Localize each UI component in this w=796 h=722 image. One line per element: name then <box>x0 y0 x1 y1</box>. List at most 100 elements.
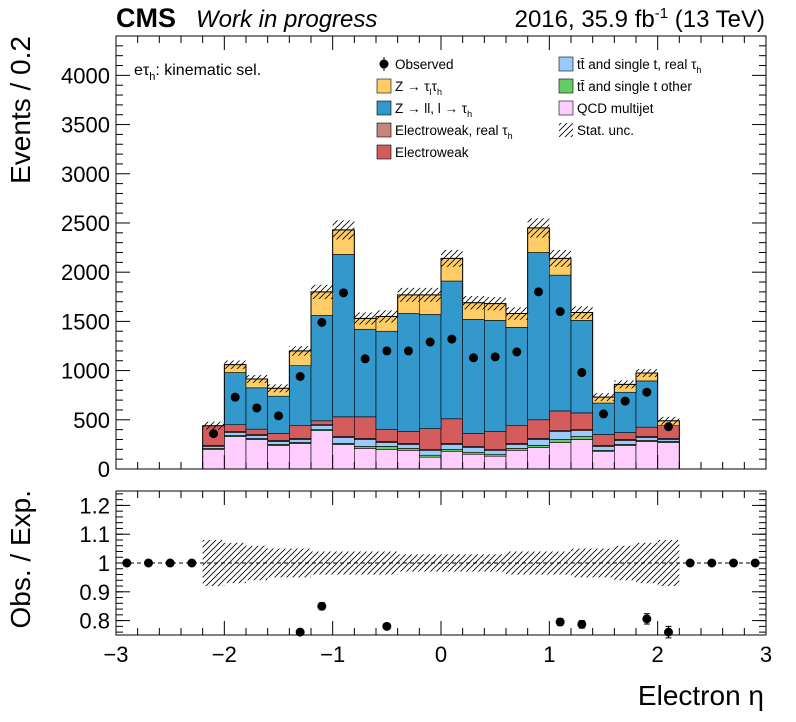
ratio-unc-hatch <box>441 554 463 572</box>
bar-qcd <box>440 450 463 470</box>
legend-swatch-zll <box>376 100 392 116</box>
unc-hatch <box>202 421 225 430</box>
ratio-unc-hatch <box>376 551 398 575</box>
observed-point <box>317 317 327 327</box>
bar-tt_real <box>375 442 398 447</box>
unc-hatch <box>376 310 398 323</box>
bar-zll <box>397 313 420 432</box>
observed-point <box>404 346 413 356</box>
y-tick-label: 3500 <box>61 113 110 138</box>
bar-ewk <box>462 433 485 447</box>
ratio-unc-hatch <box>657 539 680 587</box>
unc-hatch <box>484 297 506 311</box>
observed-point <box>360 354 370 364</box>
observed-point <box>382 346 392 356</box>
ratio-point <box>382 621 392 631</box>
unc-hatch <box>289 346 311 356</box>
bar-tt_real <box>310 425 333 430</box>
bar-qcd <box>484 455 507 470</box>
bar-tt_real <box>462 447 485 453</box>
bar-ewk <box>635 426 658 437</box>
observed-point <box>295 371 305 381</box>
bar-ewk <box>310 420 333 426</box>
bar-qcd <box>614 445 637 470</box>
channel-label: eτh: kinematic sel. <box>134 62 261 83</box>
bar-ewk <box>440 418 463 444</box>
bar-tt_real <box>397 444 420 449</box>
bar-ewk <box>505 425 528 444</box>
legend-label: tt̄ and single t other <box>577 79 692 94</box>
bar-ewk <box>289 425 312 439</box>
x-tick-label: 3 <box>760 642 772 667</box>
bar-qcd <box>527 447 550 470</box>
legend-swatch-tt_other <box>558 78 574 94</box>
bar-tt_real <box>527 439 550 446</box>
lumi-label: 2016, 35.9 fb-1 (13 TeV) <box>515 5 765 33</box>
observed-point <box>599 409 608 419</box>
legend-label: tt̄ and single t, real τh <box>577 57 701 75</box>
x-tick-label: −3 <box>103 642 128 667</box>
bar-tt_real <box>614 440 637 445</box>
bar-zll <box>484 320 507 432</box>
ratio-unc-hatch <box>419 554 441 572</box>
bar-zll <box>419 314 442 429</box>
observed-points <box>209 287 673 439</box>
ratio-point <box>144 558 153 568</box>
status-label: Work in progress <box>196 6 377 33</box>
bar-ewk <box>527 419 550 439</box>
bar-tt_real <box>592 446 615 451</box>
legend-swatch-ewk_real <box>376 122 392 138</box>
bar-zll <box>527 252 550 421</box>
observed-point <box>252 403 262 413</box>
bar-tt_real <box>419 450 442 456</box>
bar-qcd <box>245 439 268 470</box>
bar-tt_real <box>245 435 268 439</box>
ratio-point <box>295 627 305 637</box>
main-panel: 0 500 1000 1500 2000 2500 3000 3500 4000 eτh: ki… <box>5 35 767 482</box>
x-tick-label: −2 <box>212 642 237 667</box>
ratio-y-tick-label: 1.1 <box>79 522 110 547</box>
observed-point <box>490 352 500 362</box>
legend-label: Electroweak, real τh <box>395 123 513 141</box>
bar-tt_real <box>224 432 247 436</box>
bar-ewk <box>570 412 593 430</box>
observed-point <box>274 411 283 421</box>
main-y-axis-label: Events / 0.2 <box>5 36 36 184</box>
bar-zll <box>310 315 333 422</box>
legend-swatch-tt_real <box>558 56 574 72</box>
observed-point <box>555 307 565 317</box>
experiment-label: CMS <box>116 3 176 33</box>
ratio-point <box>317 601 327 611</box>
legend-label: Observed <box>395 57 454 72</box>
ratio-point <box>707 558 717 568</box>
y-tick-label: 2000 <box>61 260 110 285</box>
observed-point <box>230 392 240 402</box>
unc-hatch <box>224 360 246 369</box>
unc-hatch <box>462 296 485 310</box>
main-frame <box>115 35 767 470</box>
main-y-ticks: 0 500 1000 1500 2000 2500 3000 3500 4000 <box>61 45 766 482</box>
legend-swatch-stat-unc <box>559 123 573 137</box>
unc-hatch <box>636 369 658 377</box>
bar-tt_other <box>549 439 572 443</box>
unc-hatch <box>441 249 463 267</box>
unc-hatch <box>267 384 290 393</box>
bar-qcd <box>635 441 658 470</box>
bar-tt_real <box>484 450 507 455</box>
observed-point <box>664 422 673 432</box>
ratio-point <box>685 558 695 568</box>
unc-hatch <box>332 220 355 240</box>
bar-ewk <box>592 434 615 446</box>
ratio-unc-hatch <box>202 539 225 587</box>
ratio-panel: 0.8 0.9 1 1.1 1.2 −3 −2 −1 0 1 2 3 Obs. / Exp. Ele… <box>5 490 772 711</box>
y-tick-label: 3000 <box>61 162 110 187</box>
bar-ewk <box>354 416 377 439</box>
bar-ewk <box>549 410 572 431</box>
bar-qcd <box>549 442 572 470</box>
legend-label: Z → ll, l → τh <box>395 101 472 119</box>
ratio-point <box>577 619 587 629</box>
unc-hatch <box>657 416 680 425</box>
bar-zll <box>549 274 572 412</box>
unc-hatch <box>592 393 615 402</box>
